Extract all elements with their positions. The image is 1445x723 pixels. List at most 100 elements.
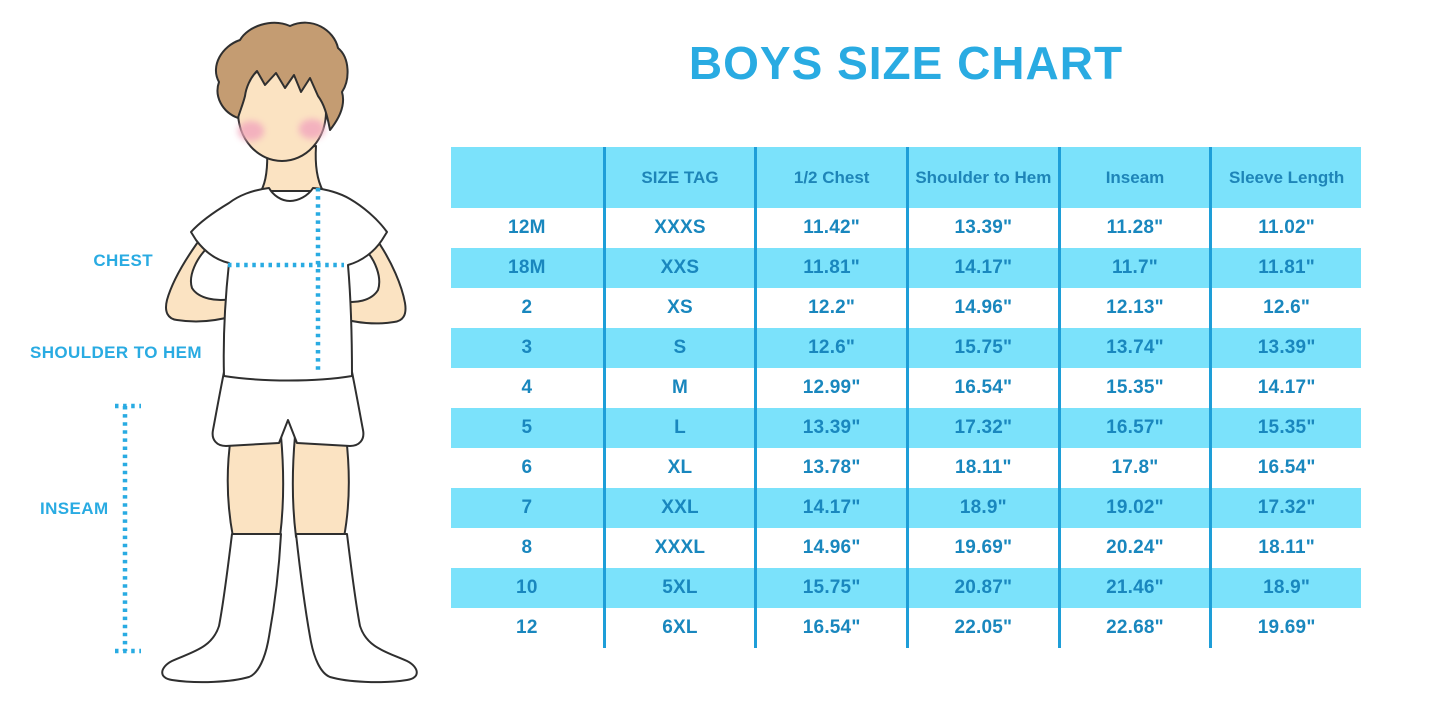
row-size-label: 7 (521, 497, 533, 518)
table-cell: 11.28" (1057, 208, 1210, 248)
table-row: 2 XS 12.2" 14.96" 12.13" 12.6" (451, 288, 1361, 328)
table-cell: 11.81" (754, 248, 906, 288)
table-cell: 14.96" (906, 288, 1058, 328)
table-cell: 15.35" (1057, 368, 1210, 408)
table-cell: 17.8" (1057, 448, 1210, 488)
boy-hair (214, 21, 349, 131)
table-cell: 22.68" (1057, 608, 1210, 648)
table-cell: 14.17" (754, 488, 906, 528)
page-title: BOYS SIZE CHART (688, 37, 1124, 89)
table-cell: XXXS (602, 208, 755, 248)
table-cell: 13.39" (906, 208, 1058, 248)
column-header-sleeve-length: Sleeve Length (1209, 147, 1361, 208)
table-cell: 16.54" (1209, 448, 1361, 488)
boy-figure-illustration (115, 21, 418, 684)
table-cell: 13.39" (754, 408, 906, 448)
table-cell: 14.96" (754, 528, 906, 568)
column-header-size-tag: SIZE TAG (602, 147, 755, 208)
table-cell: 19.69" (906, 528, 1058, 568)
table-cell: 11.42" (754, 208, 906, 248)
table-cell: 11.02" (1209, 208, 1361, 248)
table-cell: 19.69" (1209, 608, 1361, 648)
table-cell: 13.78" (754, 448, 906, 488)
row-size-label: 8 (521, 537, 533, 558)
row-size-label: 10 (516, 577, 538, 598)
table-cell: 18.9" (906, 488, 1058, 528)
table-row: 12 6XL 16.54" 22.05" 22.68" 19.69" (451, 608, 1361, 648)
boy-right-arm (337, 239, 407, 325)
size-table: SIZE TAG 1/2 Chest Shoulder to Hem Insea… (451, 147, 1361, 648)
table-cell: M (602, 368, 755, 408)
boy-tshirt (190, 187, 388, 382)
boy-left-sock (161, 533, 282, 684)
table-cell: 12.99" (754, 368, 906, 408)
table-cell: 12.13" (1057, 288, 1210, 328)
table-cell: 18.11" (906, 448, 1058, 488)
table-row: 3 S 12.6" 15.75" 13.74" 13.39" (451, 328, 1361, 368)
table-cell: 5XL (602, 568, 755, 608)
row-size-label: 18M (508, 257, 546, 278)
table-cell: 13.39" (1209, 328, 1361, 368)
row-size-label: 5 (521, 417, 533, 438)
table-cell: 21.46" (1057, 568, 1210, 608)
table-row: 8 XXXL 14.96" 19.69" 20.24" 18.11" (451, 528, 1361, 568)
row-size-label: 12M (508, 217, 546, 238)
table-cell: 15.75" (754, 568, 906, 608)
table-cell: 6XL (602, 608, 755, 648)
table-cell: 12.6" (1209, 288, 1361, 328)
table-cell: 16.57" (1057, 408, 1210, 448)
table-cell: 22.05" (906, 608, 1058, 648)
table-cell: 14.17" (906, 248, 1058, 288)
table-cell: 17.32" (1209, 488, 1361, 528)
table-cell: 15.75" (906, 328, 1058, 368)
table-cell: 18.9" (1209, 568, 1361, 608)
shoulder-to-hem-label: SHOULDER TO HEM (30, 343, 202, 362)
table-cell: XL (602, 448, 755, 488)
column-header-size (451, 147, 603, 208)
boy-blush-left (238, 121, 264, 141)
table-row: 7 XXL 14.17" 18.9" 19.02" 17.32" (451, 488, 1361, 528)
table-row: 5 L 13.39" 17.32" 16.57" 15.35" (451, 408, 1361, 448)
table-cell: 16.54" (906, 368, 1058, 408)
table-cell: 20.87" (906, 568, 1058, 608)
table-cell: 16.54" (754, 608, 906, 648)
boy-right-sock (295, 533, 418, 684)
column-header-shoulder-to-hem: Shoulder to Hem (906, 147, 1058, 208)
table-cell: 12.6" (754, 328, 906, 368)
table-cell: 15.35" (1209, 408, 1361, 448)
column-header-half-chest: 1/2 Chest (754, 147, 906, 208)
column-header-inseam: Inseam (1057, 147, 1210, 208)
table-cell: 14.17" (1209, 368, 1361, 408)
table-row: 6 XL 13.78" 18.11" 17.8" 16.54" (451, 448, 1361, 488)
table-cell: 17.32" (906, 408, 1058, 448)
size-table-header: SIZE TAG 1/2 Chest Shoulder to Hem Insea… (451, 147, 1361, 208)
table-cell: 13.74" (1057, 328, 1210, 368)
row-size-label: 2 (521, 297, 533, 318)
table-cell: L (602, 408, 755, 448)
boy-right-leg (291, 435, 350, 538)
size-table-body: 12M XXXS 11.42" 13.39" 11.28" 11.02" 18M XXS 11.… (451, 208, 1361, 648)
table-cell: 18.11" (1209, 528, 1361, 568)
boy-shorts (211, 371, 365, 447)
row-size-label: 3 (521, 337, 533, 358)
table-cell: 19.02" (1057, 488, 1210, 528)
table-cell: S (602, 328, 755, 368)
boy-left-arm (165, 234, 237, 323)
table-cell: 11.81" (1209, 248, 1361, 288)
table-cell: 12.2" (754, 288, 906, 328)
inseam-label: INSEAM (40, 499, 109, 518)
row-size-label: 6 (521, 457, 533, 478)
table-cell: XXS (602, 248, 755, 288)
table-cell: 20.24" (1057, 528, 1210, 568)
table-row: 12M XXXS 11.42" 13.39" 11.28" 11.02" (451, 208, 1361, 248)
row-size-label: 12 (516, 617, 538, 638)
table-cell: XS (602, 288, 755, 328)
table-row: 10 5XL 15.75" 20.87" 21.46" 18.9" (451, 568, 1361, 608)
boy-left-leg (226, 435, 285, 538)
chest-label: CHEST (93, 251, 153, 270)
table-cell: 11.7" (1057, 248, 1210, 288)
boy-blush-right (299, 119, 325, 139)
row-size-label: 4 (521, 377, 533, 398)
table-row: 18M XXS 11.81" 14.17" 11.7" 11.81" (451, 248, 1361, 288)
